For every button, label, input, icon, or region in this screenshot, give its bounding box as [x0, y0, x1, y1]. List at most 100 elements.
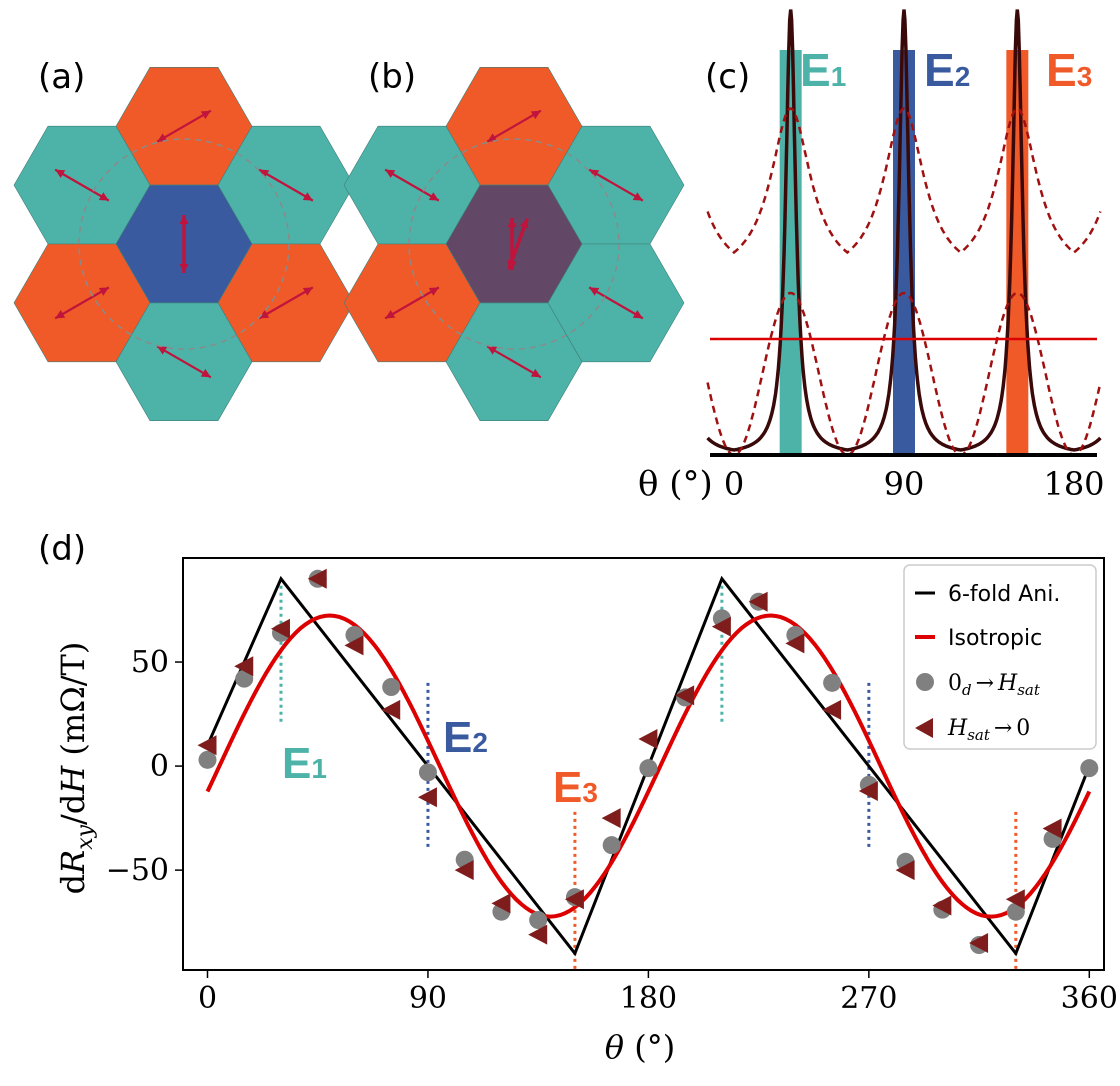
hexA-arrow-0	[156, 109, 212, 143]
panel-d-point-0d-11	[602, 836, 621, 855]
panel-b-label: (b)	[368, 57, 416, 97]
hexB-arrow-0-head-1	[487, 133, 498, 142]
panel-d-point-hsat-19	[895, 860, 915, 881]
hexB-arrow-5-head-1	[589, 287, 600, 296]
legend-box	[903, 564, 1097, 750]
hexB-arrow-4	[384, 286, 440, 320]
panel-d-point-hsat-0	[197, 735, 217, 756]
hexB-arrow-1-head-1	[385, 169, 396, 179]
panel-d-xtick-label-4: 360	[1061, 981, 1118, 1016]
panel-c-theta-label: θ (°)	[638, 464, 713, 504]
panel-d-point-0d-5	[382, 678, 401, 697]
panel-d-xtick-label-3: 270	[840, 981, 897, 1016]
panel-d-point-hsat-17	[822, 699, 842, 720]
panel-d-point-0d-24	[1080, 759, 1099, 778]
legend-label-0d-hsat: 0d → Hsat	[948, 671, 1041, 699]
panel-d-annotation-e2: E2	[443, 713, 488, 762]
hexA-arrow-1-head-1	[55, 169, 66, 179]
panel-d-ytick-label-0: −50	[106, 853, 169, 888]
panel-c-tick-0: 0	[724, 465, 744, 503]
panel-c-tick-90: 90	[884, 465, 925, 503]
hexA-arrow-4	[54, 286, 110, 320]
panel-d-point-hsat-2	[270, 618, 290, 639]
panel-c-domain-label-e1: E1	[800, 44, 846, 96]
hexA-arrow-1-head-0	[98, 192, 109, 201]
panel-c-plot	[706, 9, 1102, 457]
legend-label-6fold: 6-fold Ani.	[948, 582, 1060, 607]
panel-d-point-0d-0	[198, 750, 217, 769]
panel-d-point-hsat-3	[307, 568, 327, 589]
hexB-arrow-6-head-1	[487, 346, 498, 355]
hexB-arrow-4-head-0	[428, 287, 439, 296]
panel-d-ylabel: dRxy/dH (mΩ/T)	[54, 642, 98, 895]
panel-d-plot: 0 90 180 270 360 −50 0 50	[106, 557, 1118, 1016]
panel-d-point-hsat-15	[748, 591, 768, 612]
hexA-arrow-6-head-0	[200, 368, 211, 378]
panel-d-xtick-label-0: 0	[198, 981, 217, 1016]
panel-a-label: (a)	[38, 57, 85, 97]
hexB-arrow-2-head-0	[632, 192, 643, 201]
hexB-arrow-5-head-0	[632, 309, 643, 319]
hexA-arrow-2-head-0	[302, 192, 313, 201]
hex-cluster-b	[343, 67, 685, 422]
panel-d-ytick-label-2: 50	[131, 645, 169, 680]
panel-c-domain-label-e3: E3	[1046, 44, 1092, 96]
hexB-center-arrow-1-head-1	[507, 259, 517, 270]
legend-label-isotropic: Isotropic	[948, 626, 1042, 651]
panel-c-domain-label-e2: E2	[924, 44, 970, 96]
panel-d-point-hsat-1	[234, 656, 254, 677]
hexB-arrow-6-head-0	[530, 368, 541, 378]
panel-d-point-hsat-5	[381, 699, 401, 720]
panel-c-tick-180: 180	[1043, 465, 1104, 503]
panel-d-label: (d)	[38, 529, 86, 569]
hex-cluster-a	[13, 67, 355, 422]
hexA-center-arrow-0-head-0	[179, 215, 189, 224]
panel-d-point-hsat-7	[454, 860, 474, 881]
panel-d-point-0d-22	[1006, 902, 1025, 921]
panel-d-point-hsat-9	[528, 924, 548, 945]
panel-d-point-0d-17	[823, 673, 842, 692]
hexB-center-arrow-0-head-0	[507, 218, 517, 227]
panel-d-point-hsat-11	[601, 808, 621, 829]
hexA-arrow-2	[258, 168, 314, 202]
panel-c-label: (c)	[705, 57, 750, 97]
hexA-center-arrow-0-head-1	[179, 264, 189, 273]
panel-d-annotation-e1: E1	[282, 739, 327, 788]
hexB-arrow-6	[486, 345, 542, 379]
hexA-arrow-1	[54, 168, 110, 202]
panel-d-point-hsat-4	[344, 635, 364, 656]
panel-d-point-hsat-22	[1005, 889, 1025, 910]
legend-marker-triangle	[915, 718, 933, 738]
hexA-arrow-5-head-0	[302, 287, 313, 296]
panel-d-frame	[182, 557, 1105, 971]
hexA-arrow-5-head-1	[259, 309, 270, 319]
hexB-arrow-2	[588, 168, 644, 202]
panel-d-isotropic-line	[205, 613, 1092, 919]
panel-d-point-0d-9	[529, 911, 548, 930]
legend: 6-fold Ani. Isotropic 0d → Hsat Hsat → 0	[903, 564, 1097, 750]
panel-d-xlabel: θ (°)	[605, 1028, 675, 1066]
panel-d-xtick-label-2: 180	[620, 981, 677, 1016]
hexB-dashed-circle	[408, 138, 620, 350]
panel-d-point-hsat-21	[969, 932, 989, 953]
panel-d-point-0d-1	[235, 669, 254, 688]
hexA-arrow-4-head-1	[55, 309, 66, 319]
panel-d-point-0d-6	[418, 763, 437, 782]
panel-d-point-hsat-8	[491, 893, 511, 914]
hexA-arrow-6	[156, 345, 212, 379]
hexA-arrow-2-head-1	[259, 169, 270, 179]
hexA-arrow-0-head-1	[157, 133, 168, 142]
hexA-dashed-circle	[78, 138, 290, 350]
hexA-arrow-0-head-0	[200, 110, 211, 120]
hexB-arrow-1-head-0	[428, 192, 439, 201]
panel-d-xtick-label-1: 90	[409, 981, 447, 1016]
hexB-arrow-2-head-1	[589, 169, 600, 179]
panel-d-point-hsat-13	[675, 685, 695, 706]
panel-d-point-0d-12	[639, 759, 658, 778]
panel-d-point-hsat-10	[564, 889, 584, 910]
hexA-arrow-6-head-1	[157, 346, 168, 355]
hexB-arrow-1	[384, 168, 440, 202]
panel-d-point-hsat-23	[1042, 818, 1062, 839]
hexB-arrow-5	[588, 286, 644, 320]
panel-d-point-hsat-12	[638, 729, 658, 750]
